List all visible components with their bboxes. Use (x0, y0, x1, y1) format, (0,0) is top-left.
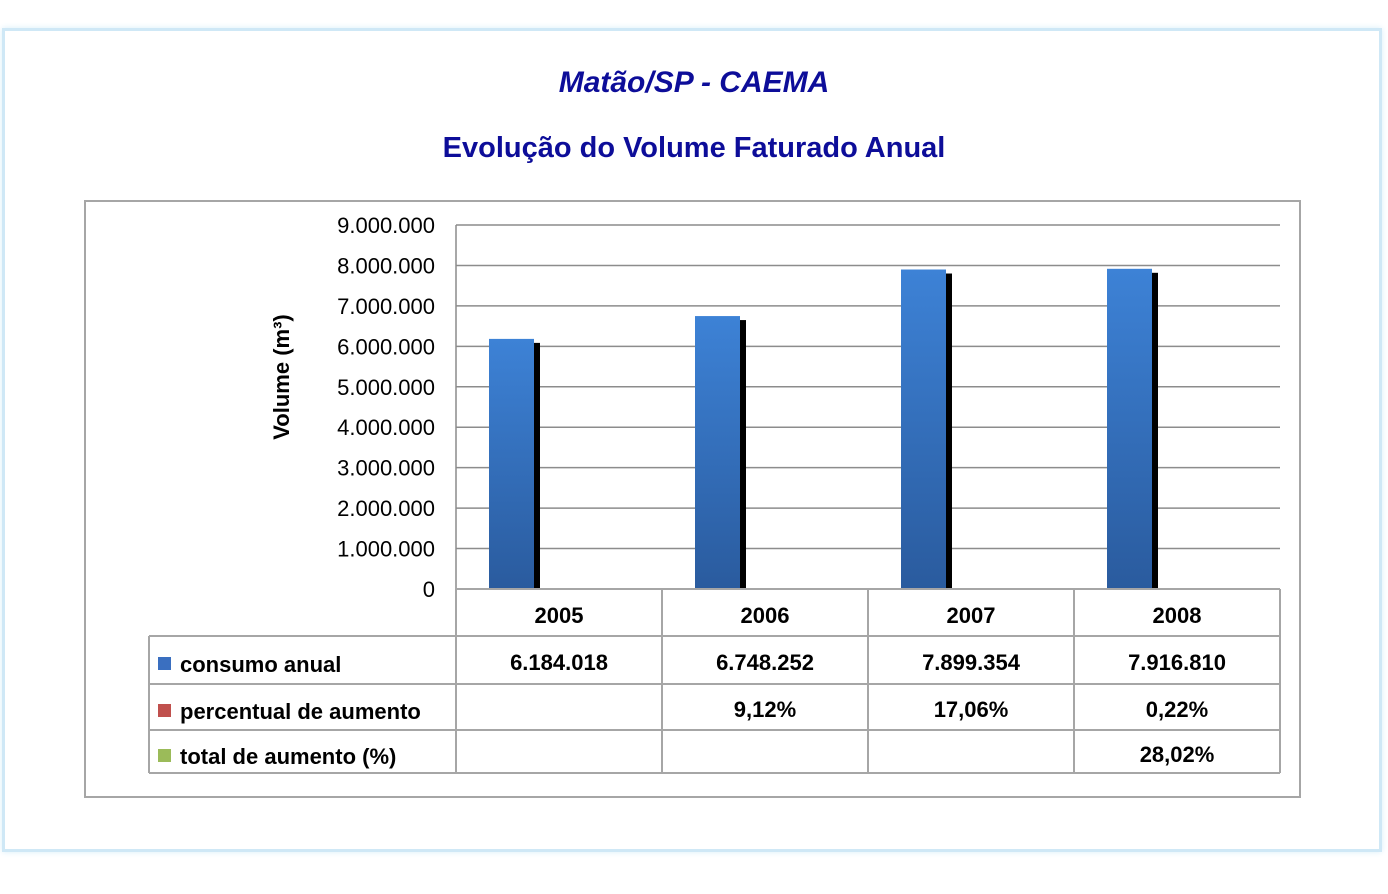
table-cell: 0,22% (1146, 697, 1208, 722)
x-category-label: 2005 (535, 603, 584, 628)
table-row-label: percentual de aumento (180, 699, 421, 724)
table-cell: 9,12% (734, 697, 796, 722)
table-cell: 6.748.252 (716, 650, 814, 675)
y-tick-label: 7.000.000 (337, 294, 435, 319)
table-row-label: total de aumento (%) (180, 744, 396, 769)
y-tick-label: 6.000.000 (337, 334, 435, 359)
table-cell: 28,02% (1140, 742, 1215, 767)
table-cell: 7.916.810 (1128, 650, 1226, 675)
x-category-label: 2007 (947, 603, 996, 628)
y-tick-label: 0 (423, 577, 435, 602)
table-cell: 7.899.354 (922, 650, 1021, 675)
y-tick-label: 4.000.000 (337, 415, 435, 440)
legend-key (158, 657, 171, 670)
table-cell: 6.184.018 (510, 650, 608, 675)
chart-subtitle: Evolução do Volume Faturado Anual (442, 132, 946, 164)
legend-key (158, 749, 171, 762)
y-tick-label: 9.000.000 (337, 213, 435, 238)
y-tick-label: 5.000.000 (337, 375, 435, 400)
x-category-label: 2006 (741, 603, 790, 628)
bar (901, 269, 946, 589)
x-category-label: 2008 (1153, 603, 1202, 628)
y-axis-label: Volume (m³) (269, 314, 294, 439)
y-tick-label: 1.000.000 (337, 537, 435, 562)
bar (695, 316, 740, 589)
y-tick-label: 8.000.000 (337, 253, 435, 278)
chart-title: Matão/SP - CAEMA (558, 66, 830, 99)
table-cell: 17,06% (934, 697, 1009, 722)
page-frame (2, 28, 1382, 852)
bar (489, 338, 534, 589)
y-tick-label: 3.000.000 (337, 456, 435, 481)
y-tick-label: 2.000.000 (337, 496, 435, 521)
legend-key (158, 704, 171, 717)
bar (1107, 268, 1152, 589)
table-row-label: consumo anual (180, 652, 341, 677)
chart-frame (84, 200, 1301, 798)
